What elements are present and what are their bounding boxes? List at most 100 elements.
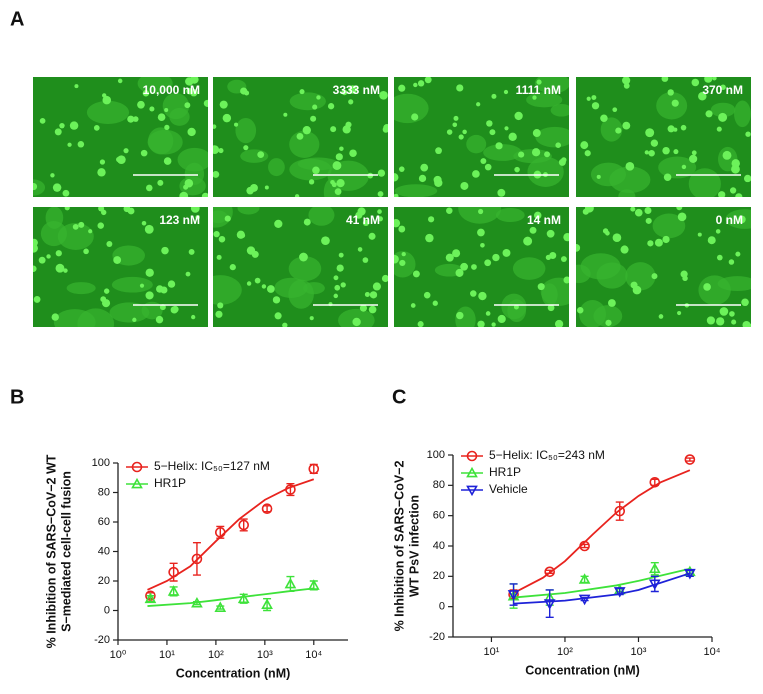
cell (141, 220, 147, 226)
cell (716, 254, 723, 261)
y-axis-label: WT PsV infection (407, 495, 421, 597)
syncytium (57, 222, 94, 250)
cell (680, 270, 688, 278)
y-tick-label: 0 (439, 601, 445, 613)
point (649, 476, 661, 488)
cell (117, 78, 123, 84)
cell (602, 228, 609, 234)
cell (394, 218, 401, 228)
cell (335, 153, 343, 161)
cell (661, 77, 669, 82)
cell (145, 268, 154, 277)
cell (191, 314, 196, 320)
cell (612, 233, 622, 243)
cell (417, 321, 424, 327)
error-bar (509, 583, 518, 606)
cell (381, 274, 388, 283)
cell (282, 322, 288, 327)
cell (331, 182, 337, 188)
cell (100, 296, 107, 303)
fit-curve (147, 478, 315, 591)
cell (299, 89, 305, 95)
cell (62, 189, 70, 197)
syncytium (213, 207, 233, 228)
point (214, 601, 227, 612)
cell (533, 211, 542, 220)
cell (698, 92, 707, 101)
syncytium (308, 207, 335, 226)
cell (74, 84, 79, 89)
cell (689, 154, 698, 163)
cell (149, 106, 155, 112)
cell (662, 146, 670, 155)
cell (645, 128, 655, 138)
cell (308, 179, 315, 185)
x-tick-label: 10² (208, 649, 224, 661)
cell (246, 186, 254, 195)
syncytium (658, 156, 697, 179)
point (543, 599, 556, 610)
cell (137, 100, 145, 109)
cell (342, 125, 351, 134)
cell (56, 265, 64, 273)
legend-label: HR1P (154, 476, 186, 490)
cell (213, 124, 217, 129)
cell (312, 104, 318, 110)
cell (484, 163, 492, 171)
cell (518, 151, 525, 158)
cell (302, 125, 311, 135)
cell (484, 259, 492, 267)
cell (591, 102, 600, 110)
cell (577, 307, 584, 314)
syncytium (483, 144, 522, 161)
micrograph-label: 0 nM (716, 213, 743, 227)
cell (309, 316, 314, 321)
cell (600, 114, 608, 123)
cell (477, 228, 485, 237)
legend-marker (131, 477, 143, 489)
legend-label: HR1P (489, 465, 521, 479)
cell (185, 77, 194, 86)
cell (83, 248, 89, 255)
cell (420, 163, 429, 172)
syncytium (394, 184, 438, 197)
cell (677, 212, 687, 222)
cell (33, 296, 41, 303)
cell (164, 108, 169, 113)
error-bar (615, 501, 624, 521)
cell (164, 124, 170, 130)
cell (254, 277, 261, 284)
cell (183, 184, 189, 190)
syncytium (688, 168, 721, 197)
cell (201, 192, 208, 197)
cell (455, 268, 464, 277)
point (191, 553, 203, 565)
cell (580, 141, 589, 150)
cell (330, 126, 337, 133)
cell (340, 282, 346, 288)
cell (368, 305, 377, 314)
cell (213, 170, 220, 178)
cell (532, 129, 541, 138)
syncytium (466, 134, 487, 154)
legend-marker (466, 485, 478, 497)
cell (729, 187, 737, 194)
cell (33, 243, 38, 253)
syncytium (268, 158, 285, 177)
cell (339, 146, 344, 151)
error-bar (545, 569, 554, 574)
cell (187, 127, 196, 137)
cell (69, 121, 79, 130)
cell (145, 184, 153, 192)
point (578, 573, 591, 584)
cell (97, 168, 106, 177)
cell (63, 268, 68, 273)
error-bar (263, 505, 272, 513)
cell (240, 87, 248, 95)
cell (336, 179, 345, 188)
cell (336, 264, 344, 272)
y-tick-label: 100 (427, 449, 445, 461)
cell (410, 303, 416, 308)
cell (188, 248, 195, 255)
point (307, 579, 320, 590)
